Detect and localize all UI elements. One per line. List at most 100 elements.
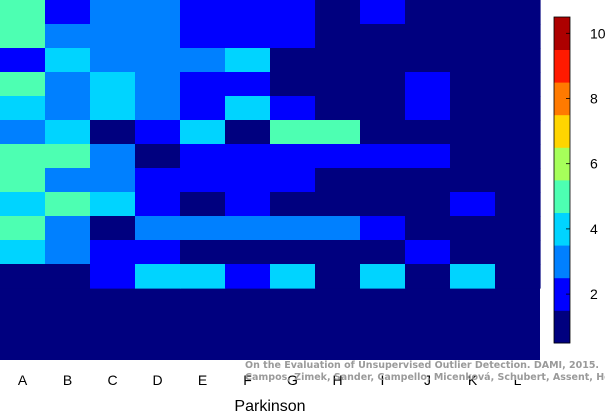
heatmap-cell bbox=[360, 264, 406, 289]
colorbar-tick-label: 8 bbox=[590, 91, 598, 107]
heatmap-cell bbox=[450, 144, 496, 169]
heatmap-cell bbox=[405, 0, 451, 25]
heatmap-cell bbox=[270, 240, 316, 265]
heatmap-cell bbox=[180, 48, 226, 73]
heatmap-cell bbox=[45, 96, 91, 121]
colorbar-swatch bbox=[554, 277, 570, 311]
heatmap-cell bbox=[495, 240, 541, 265]
heatmap-cell bbox=[180, 264, 226, 289]
heatmap-cell bbox=[315, 264, 361, 289]
heatmap-cell bbox=[180, 24, 226, 49]
heatmap-cell bbox=[45, 264, 91, 289]
heatmap-cell bbox=[90, 120, 136, 145]
heatmap-cell bbox=[45, 192, 91, 217]
heatmap-cell bbox=[450, 264, 496, 289]
heatmap-cell bbox=[315, 24, 361, 49]
heatmap-cell bbox=[0, 48, 46, 73]
colorbar-swatch bbox=[554, 147, 570, 181]
heatmap-cell bbox=[270, 264, 316, 289]
heatmap-cell bbox=[315, 168, 361, 193]
heatmap-cell bbox=[225, 0, 271, 25]
heatmap-cell bbox=[90, 48, 136, 73]
heatmap-cell bbox=[495, 72, 541, 97]
heatmap-cell bbox=[495, 24, 541, 49]
heatmap-cell bbox=[135, 48, 181, 73]
heatmap-cell bbox=[135, 0, 181, 25]
heatmap-cell bbox=[135, 24, 181, 49]
heatmap-cell bbox=[225, 264, 271, 289]
x-tick-label: I bbox=[381, 372, 385, 388]
heatmap-cell bbox=[135, 120, 181, 145]
heatmap-cell bbox=[45, 120, 91, 145]
heatmap-cell bbox=[315, 192, 361, 217]
heatmap-cell bbox=[270, 168, 316, 193]
heatmap-cell bbox=[90, 24, 136, 49]
heatmap-cell bbox=[0, 168, 46, 193]
colorbar-tick-label: 6 bbox=[590, 156, 598, 172]
heatmap-cell bbox=[0, 240, 46, 265]
heatmap-cell bbox=[135, 192, 181, 217]
x-tick-label: F bbox=[243, 372, 252, 388]
heatmap-cell bbox=[360, 120, 406, 145]
heatmap-cell bbox=[0, 72, 46, 97]
heatmap-cell bbox=[225, 120, 271, 145]
colorbar bbox=[553, 16, 571, 344]
colorbar-tick-labels: 2 4 6 8 10 bbox=[566, 25, 605, 302]
heatmap-cell bbox=[450, 72, 496, 97]
heatmap-cell bbox=[360, 72, 406, 97]
colorbar-swatch bbox=[554, 17, 570, 50]
heatmap-cell bbox=[135, 216, 181, 241]
heatmap-cell bbox=[405, 48, 451, 73]
credit-line-1: On the Evaluation of Unsupervised Outlie… bbox=[245, 360, 600, 371]
heatmap-cell bbox=[270, 192, 316, 217]
heatmap-cell bbox=[0, 96, 46, 121]
credit-line-2: Campos, Zimek, Sander, Campello, Micenko… bbox=[245, 372, 605, 383]
heatmap-cell bbox=[45, 24, 91, 49]
heatmap-cell bbox=[180, 72, 226, 97]
heatmap-cell bbox=[90, 168, 136, 193]
heatmap-cell bbox=[315, 96, 361, 121]
heatmap-cell bbox=[495, 144, 541, 169]
heatmap-cell bbox=[360, 96, 406, 121]
x-tick-label: C bbox=[107, 372, 117, 388]
heatmap-cell bbox=[360, 24, 406, 49]
heatmap-cell bbox=[495, 0, 541, 25]
heatmap-cell bbox=[180, 192, 226, 217]
heatmap-cell bbox=[180, 240, 226, 265]
heatmap-cell bbox=[225, 24, 271, 49]
heatmap-cell bbox=[90, 264, 136, 289]
heatmap-cell bbox=[135, 264, 181, 289]
heatmap-cell bbox=[405, 72, 451, 97]
heatmap-cell bbox=[180, 168, 226, 193]
heatmap-cell bbox=[405, 120, 451, 145]
heatmap-cell bbox=[315, 120, 361, 145]
heatmap-cell bbox=[225, 144, 271, 169]
heatmap-cell bbox=[90, 144, 136, 169]
heatmap-cell bbox=[315, 0, 361, 25]
colorbar-swatch bbox=[554, 212, 570, 246]
colorbar-swatch bbox=[554, 245, 570, 279]
x-tick-label: H bbox=[332, 372, 342, 388]
heatmap-cell bbox=[0, 120, 46, 145]
heatmap-cell bbox=[405, 168, 451, 193]
heatmap-cell bbox=[270, 24, 316, 49]
heatmap-cell bbox=[360, 144, 406, 169]
heatmap-cell bbox=[495, 96, 541, 121]
heatmap-cell bbox=[270, 48, 316, 73]
colorbar-frame bbox=[553, 16, 571, 344]
heatmap-cell bbox=[360, 48, 406, 73]
heatmap-cell bbox=[0, 24, 46, 49]
heatmap-cell bbox=[405, 144, 451, 169]
heatmap-cell bbox=[360, 216, 406, 241]
heatmap-cell bbox=[45, 168, 91, 193]
heatmap-cell bbox=[315, 72, 361, 97]
colorbar-tick-label: 10 bbox=[590, 25, 605, 41]
colorbar-swatch bbox=[554, 180, 570, 213]
heatmap-cell bbox=[45, 72, 91, 97]
heatmap-cell bbox=[450, 0, 496, 25]
x-tick-labels: A B C D E F G H I J K L bbox=[18, 372, 522, 388]
heatmap-cell bbox=[315, 48, 361, 73]
heatmap-cell bbox=[450, 216, 496, 241]
colorbar-swatch bbox=[554, 82, 570, 116]
